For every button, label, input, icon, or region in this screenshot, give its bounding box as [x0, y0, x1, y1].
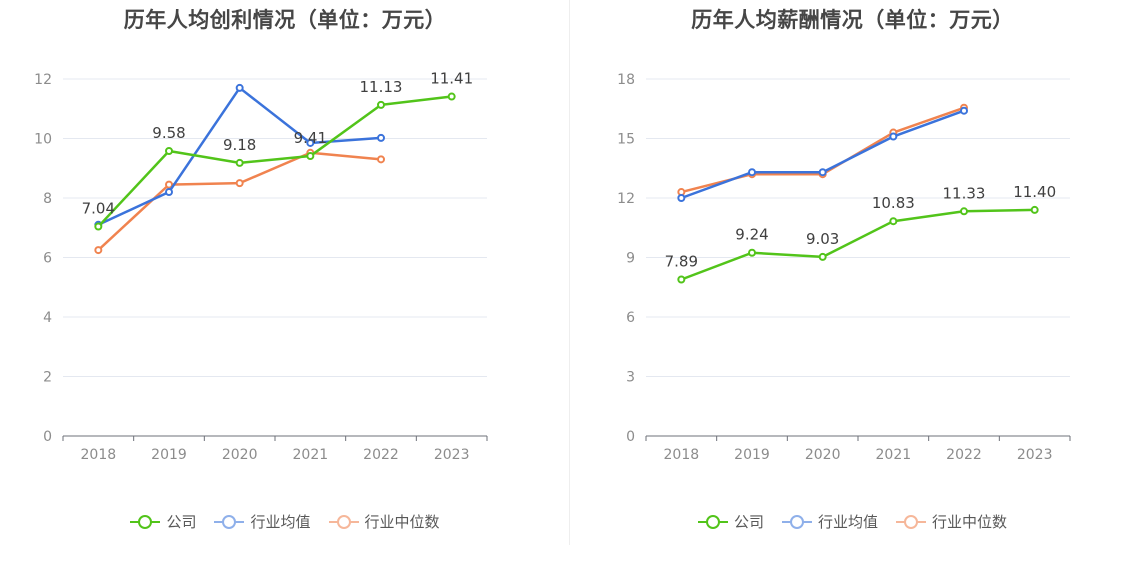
- x-tick-label: 2018: [664, 447, 700, 463]
- data-point: [306, 152, 315, 161]
- series-line: [681, 106, 965, 194]
- data-label: 10.83: [872, 194, 915, 212]
- legend-label: 公司: [166, 513, 197, 531]
- data-point: [889, 132, 898, 141]
- legend-line-circle-icon: [896, 514, 926, 529]
- legend-item-industry-mean[interactable]: 行业均值: [214, 511, 311, 532]
- x-tick-label: 2022: [946, 447, 982, 463]
- x-tick-label: 2020: [222, 447, 258, 463]
- legend-label: 行业均值: [817, 513, 878, 531]
- data-point: [94, 246, 103, 255]
- legend-item-industry-median[interactable]: 行业中位数: [328, 511, 440, 532]
- data-point: [306, 138, 315, 147]
- data-label: 9.41: [294, 129, 327, 147]
- data-point: [377, 133, 385, 142]
- data-point: [447, 92, 456, 101]
- chart-title: 历年人均薪酬情况（单位：万元）: [691, 8, 1014, 32]
- data-label: 11.40: [1013, 183, 1056, 201]
- x-tick-label: 2023: [434, 447, 470, 463]
- y-tick-label: 18: [617, 72, 635, 88]
- y-tick-label: 9: [626, 251, 635, 267]
- salary-per-capita-chart: 0 3 6 9 12 15 18 2018 2019 2020 2021 2022 2023 7.89 9.…: [617, 72, 1071, 463]
- legend-line-circle-icon: [697, 514, 728, 529]
- y-tick-label: 3: [626, 370, 635, 386]
- data-point: [377, 100, 385, 109]
- data-point: [235, 158, 244, 167]
- y-tick-label: 8: [43, 191, 52, 207]
- chart-title: 历年人均创利情况（单位：万元）: [123, 8, 447, 32]
- profit-per-capita-chart: 0 2 4 6 8 10 12 2018 2019 2020 2021 2022 2023 7.04 9.5…: [34, 70, 488, 463]
- data-label: 9.58: [152, 124, 185, 142]
- series-line: [97, 151, 382, 251]
- legend-line-circle-icon: [781, 514, 812, 529]
- legend-label: 行业均值: [250, 513, 311, 531]
- y-tick-label: 4: [43, 310, 52, 326]
- data-point: [748, 168, 756, 177]
- data-point: [165, 146, 173, 155]
- x-tick-label: 2021: [293, 447, 329, 463]
- data-point: [818, 252, 827, 261]
- data-label: 11.13: [360, 78, 403, 96]
- data-point: [235, 83, 244, 92]
- chart-legend: 公司 行业均值 行业中位数: [0, 511, 570, 532]
- chart-legend: 公司 行业均值 行业中位数: [571, 511, 1134, 532]
- x-tick-label: 2018: [81, 447, 117, 463]
- data-point: [377, 155, 385, 164]
- y-tick-label: 12: [617, 191, 635, 207]
- data-point: [94, 222, 103, 231]
- data-label: 11.33: [943, 184, 986, 202]
- data-point: [960, 207, 968, 216]
- profit-per-capita-panel: 历年人均创利情况（单位：万元） 0 2 4 6 8 10 12 2018 2019 2020 202…: [0, 8, 570, 532]
- data-point: [1030, 205, 1039, 214]
- data-label: 9.18: [223, 136, 256, 154]
- y-tick-label: 0: [626, 429, 635, 445]
- data-label: 9.24: [735, 226, 768, 244]
- legend-line-circle-icon: [328, 514, 359, 529]
- salary-per-capita-panel: 历年人均薪酬情况（单位：万元） 0 3 6 9 12 15 18 2018 2019 2020 20…: [571, 0, 1134, 582]
- data-point: [818, 168, 827, 177]
- legend-label: 行业中位数: [932, 513, 1008, 531]
- data-label: 7.89: [665, 253, 698, 271]
- x-tick-label: 2022: [363, 447, 399, 463]
- y-tick-label: 15: [617, 132, 635, 148]
- data-point: [677, 194, 686, 202]
- legend-item-company[interactable]: 公司: [130, 511, 196, 532]
- data-point: [889, 217, 898, 226]
- series-line: [97, 95, 452, 228]
- data-point: [748, 248, 756, 257]
- legend-line-circle-icon: [214, 514, 245, 529]
- data-label: 11.41: [430, 70, 473, 88]
- legend-line-circle-icon: [130, 514, 161, 529]
- y-tick-label: 12: [34, 72, 52, 88]
- y-tick-label: 2: [43, 370, 52, 386]
- data-label: 9.03: [806, 230, 839, 248]
- y-tick-label: 6: [626, 310, 635, 326]
- y-tick-label: 10: [34, 132, 52, 148]
- y-tick-label: 0: [43, 429, 52, 445]
- data-point: [960, 106, 968, 115]
- y-tick-label: 6: [43, 251, 52, 267]
- data-point: [165, 188, 173, 197]
- data-point: [165, 180, 173, 189]
- data-point: [677, 275, 686, 284]
- legend-item-company[interactable]: 公司: [697, 511, 764, 532]
- legend-label: 公司: [733, 513, 764, 531]
- x-tick-label: 2020: [805, 447, 841, 463]
- panel-divider: [569, 0, 570, 545]
- series-line: [680, 208, 1035, 281]
- x-tick-label: 2021: [876, 447, 912, 463]
- x-tick-label: 2023: [1017, 447, 1053, 463]
- legend-label: 行业中位数: [364, 513, 440, 531]
- legend-item-industry-mean[interactable]: 行业均值: [781, 511, 878, 532]
- x-tick-label: 2019: [734, 447, 770, 463]
- data-point: [235, 179, 244, 188]
- x-tick-label: 2019: [151, 447, 187, 463]
- data-label: 7.04: [82, 200, 115, 218]
- legend-item-industry-median[interactable]: 行业中位数: [896, 511, 1007, 532]
